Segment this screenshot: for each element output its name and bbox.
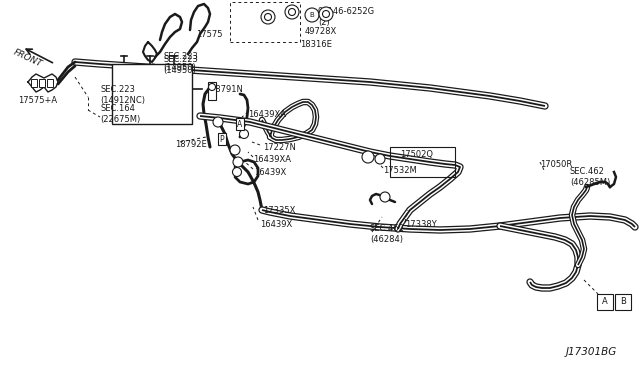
Text: 08146-6252G
(2): 08146-6252G (2) <box>318 7 375 27</box>
Text: SEC.462
(46285M): SEC.462 (46285M) <box>570 167 611 187</box>
Text: 16439XA: 16439XA <box>248 109 286 119</box>
Text: 18316E: 18316E <box>300 39 332 48</box>
Text: SEC.462
(46284): SEC.462 (46284) <box>370 224 405 244</box>
Text: 17050R: 17050R <box>540 160 572 169</box>
Circle shape <box>362 151 374 163</box>
Text: 16439X: 16439X <box>254 167 286 176</box>
Bar <box>390 147 455 177</box>
Bar <box>208 82 216 100</box>
Circle shape <box>230 145 240 155</box>
Polygon shape <box>28 74 58 92</box>
Bar <box>597 294 613 310</box>
Circle shape <box>323 10 330 17</box>
Circle shape <box>264 13 271 20</box>
Circle shape <box>319 7 333 21</box>
Text: SEC.223
(14912NC): SEC.223 (14912NC) <box>100 85 145 105</box>
Circle shape <box>289 9 296 16</box>
Text: 17335X: 17335X <box>263 205 296 215</box>
Text: J17301BG: J17301BG <box>566 347 617 357</box>
Circle shape <box>213 117 223 127</box>
Circle shape <box>239 129 248 138</box>
Text: 16439X: 16439X <box>260 219 292 228</box>
Text: P: P <box>220 135 224 144</box>
Text: 17575+A: 17575+A <box>18 96 57 105</box>
Circle shape <box>261 10 275 24</box>
Text: 16439XA: 16439XA <box>253 154 291 164</box>
Text: 17502Q: 17502Q <box>400 150 433 158</box>
Circle shape <box>305 8 319 22</box>
Text: 49728X: 49728X <box>305 26 337 35</box>
Circle shape <box>380 192 390 202</box>
Text: SEC.223
(14950): SEC.223 (14950) <box>163 52 198 72</box>
Text: A: A <box>602 298 608 307</box>
Bar <box>615 294 631 310</box>
Text: 17227N: 17227N <box>263 142 296 151</box>
Text: B: B <box>310 12 314 18</box>
Circle shape <box>209 83 216 90</box>
Bar <box>112 64 192 124</box>
Circle shape <box>233 157 243 167</box>
Text: SEC.223
(14950): SEC.223 (14950) <box>163 55 198 75</box>
Text: 18791N: 18791N <box>210 84 243 93</box>
Circle shape <box>285 5 299 19</box>
Circle shape <box>232 167 241 176</box>
Text: SEC.164
(22675M): SEC.164 (22675M) <box>100 104 140 124</box>
Text: B: B <box>620 298 626 307</box>
Text: 17338Y: 17338Y <box>405 219 436 228</box>
Text: FRONT: FRONT <box>12 48 44 69</box>
Text: A: A <box>237 119 243 128</box>
Bar <box>39 79 45 87</box>
Text: 17575: 17575 <box>196 29 223 38</box>
Bar <box>47 79 53 87</box>
Bar <box>31 79 37 87</box>
Text: 17532M: 17532M <box>383 166 417 174</box>
Text: 18792E: 18792E <box>175 140 207 148</box>
Circle shape <box>375 154 385 164</box>
